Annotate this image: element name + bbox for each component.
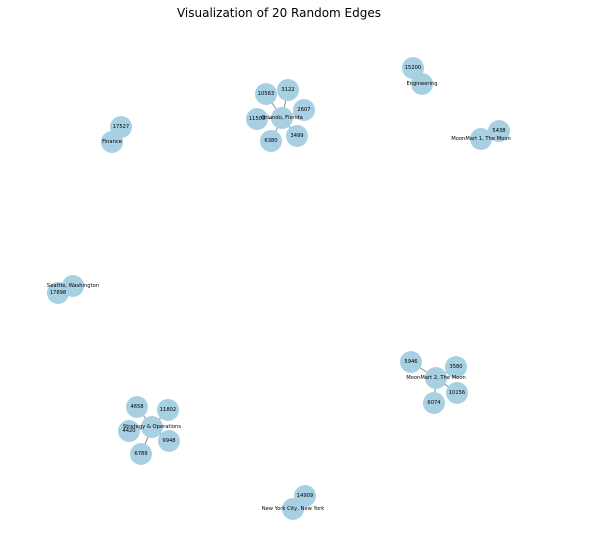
graph-node (118, 420, 140, 442)
graph-node (402, 57, 424, 79)
graph-node (411, 73, 433, 95)
graph-node (400, 351, 422, 373)
node-label: 2607 (297, 107, 310, 113)
node-label: 5946 (404, 359, 417, 365)
graph-node (141, 416, 163, 438)
node-label: 17527 (113, 124, 130, 130)
graph-node (271, 107, 293, 129)
node-label: 4420 (122, 428, 135, 434)
graph-node (446, 382, 468, 404)
node-label: 3122 (281, 87, 294, 93)
graph-node (277, 79, 299, 101)
graph-node (445, 356, 467, 378)
graph-node (126, 396, 148, 418)
node-label: Strategy & Operations (123, 424, 181, 430)
node-label: MoonMart 2, The Moon (406, 375, 466, 381)
node-label: 10563 (258, 91, 275, 97)
node-label: Seattle, Washington (47, 283, 99, 289)
node-label: 6380 (264, 138, 277, 144)
graph-node (470, 128, 492, 150)
node-label: Finance (102, 139, 122, 145)
node-label: 9948 (162, 438, 175, 444)
graph-node (282, 498, 304, 520)
node-label: 14909 (297, 493, 314, 499)
graph-node (293, 99, 315, 121)
node-label: MoonMart 1, The Moon (451, 136, 511, 142)
graph-node (130, 443, 152, 465)
graph-title: Visualization of 20 Random Edges (177, 6, 381, 20)
node-label: Orlando, Florida (261, 115, 303, 121)
graph-node (47, 282, 69, 304)
node-label: 6074 (427, 400, 441, 406)
graph-node (488, 120, 510, 142)
graph-node (158, 430, 180, 452)
graph-node (255, 83, 277, 105)
graph-node (260, 130, 282, 152)
node-label: 11802 (160, 407, 177, 413)
node-label: 3499 (290, 133, 303, 139)
node-label: 4658 (130, 404, 143, 410)
graph-node (425, 367, 447, 389)
node-label: Engineering (406, 81, 437, 87)
graph-node (286, 125, 308, 147)
node-layer: Orlando, Florida 10563 3122 2607 11503 3499 63… (47, 57, 511, 520)
graph-node (423, 392, 445, 414)
graph-node (246, 108, 268, 130)
node-label: New York City, New York (262, 506, 325, 512)
node-label: 6789 (134, 451, 147, 457)
node-label: 15200 (405, 65, 422, 71)
graph-node (101, 131, 123, 153)
node-label: 17898 (50, 290, 67, 296)
node-label: 10156 (449, 390, 466, 396)
node-label: 11503 (249, 116, 266, 122)
node-label: 3580 (449, 364, 462, 370)
graph-node (157, 399, 179, 421)
node-label: 5438 (492, 128, 505, 134)
